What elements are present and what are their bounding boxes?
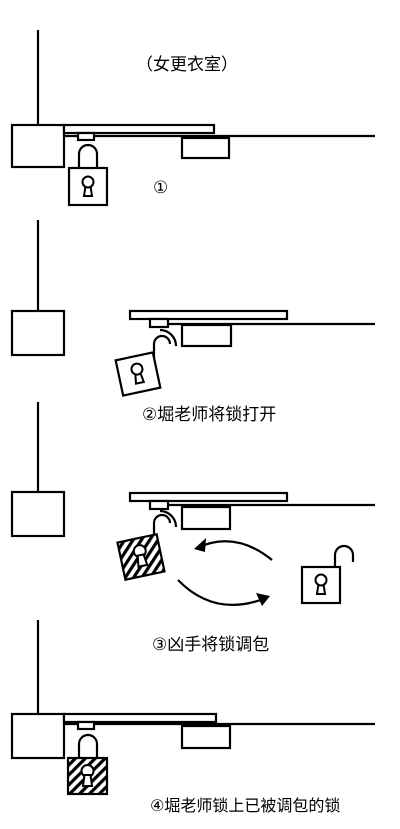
panel-step-2: ②堀老师将锁打开 (10, 220, 375, 425)
step-label-3: ③凶手将锁调包 (152, 635, 269, 655)
keyhole-icon (130, 362, 146, 385)
latch-plate (180, 505, 232, 531)
door-frame-box (10, 712, 66, 760)
panel-step-3: ③凶手将锁调包 (10, 402, 375, 655)
door-frame-box (10, 309, 66, 357)
swap-arrow-bottom (177, 579, 267, 606)
latch-bar (128, 309, 289, 321)
closed-shackle (77, 733, 99, 758)
open-shackle (159, 328, 178, 347)
latch-plate (180, 724, 232, 750)
latch-bar (128, 491, 289, 503)
latch-bar (62, 123, 216, 135)
keyhole-icon (81, 175, 95, 197)
step-label-4: ④堀老师锁上已被调包的锁 (150, 796, 340, 815)
location-label: （女更衣室） (136, 55, 238, 75)
open-shackle (333, 544, 355, 567)
swap-arrow-top (196, 540, 273, 561)
step-label-1: ① (153, 178, 168, 198)
arrowhead-right-icon (256, 593, 270, 606)
keyhole-icon (314, 573, 328, 595)
panel-step-1: ① (10, 30, 375, 207)
keyhole-icon (80, 764, 95, 787)
latch-bar (62, 712, 218, 724)
arrowhead-left-icon (194, 538, 206, 552)
closed-shackle (77, 143, 99, 168)
panel-step-4: ④堀老师锁上已被调包的锁 (10, 620, 375, 815)
step-label-2: ②堀老师将锁打开 (142, 405, 276, 425)
latch-plate (180, 136, 231, 160)
door-frame-box (10, 123, 66, 169)
keyhole-icon (132, 544, 149, 568)
door-frame-box (10, 490, 66, 538)
latch-plate (180, 323, 233, 348)
open-shackle (159, 509, 178, 528)
